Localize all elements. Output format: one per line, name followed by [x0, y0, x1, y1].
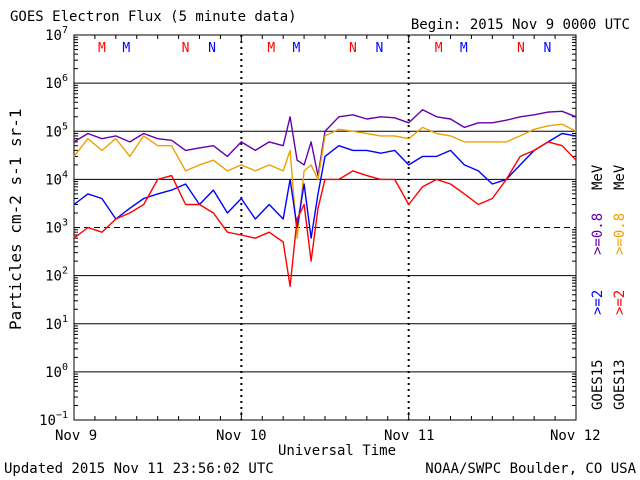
legend-unit: MeV	[590, 164, 606, 190]
y-tick-label: 106	[45, 73, 68, 92]
legend-goes13: GOES13	[612, 359, 628, 410]
y-tick-label: 100	[45, 362, 68, 381]
legend-goes13-ge2: >=2	[612, 289, 628, 315]
x-tick-label: Nov 12	[550, 428, 601, 444]
position-marker: M	[267, 41, 275, 56]
y-tick-label: 107	[45, 25, 68, 44]
begin-time: Begin: 2015 Nov 9 0000 UTC	[410, 17, 630, 33]
x-tick-label: Nov 9	[55, 428, 98, 444]
position-marker: N	[543, 41, 551, 56]
legend-goes13-ge08: >=0.8	[612, 212, 628, 255]
y-axis-label: Particles cm-2 s-1 sr-1	[6, 108, 25, 330]
legend-goes15-ge08: >=0.8	[590, 212, 606, 255]
credit: NOAA/SWPC Boulder, CO USA	[425, 461, 636, 477]
series-line-2	[73, 132, 577, 239]
series-line-1	[73, 123, 577, 239]
legend-goes15-ge2: >=2	[590, 289, 606, 315]
position-marker: M	[435, 41, 443, 56]
y-tick-label: 10−1	[39, 410, 68, 429]
series-line-0	[73, 109, 577, 177]
position-marker: N	[182, 41, 190, 56]
chart-title: GOES Electron Flux (5 minute data)	[10, 9, 297, 25]
position-marker: N	[208, 41, 216, 56]
x-tick-label: Nov 11	[384, 428, 435, 444]
y-tick-label: 103	[45, 218, 68, 237]
updated-timestamp: Updated 2015 Nov 11 23:56:02 UTC	[4, 461, 274, 477]
y-tick-label: 105	[45, 121, 68, 140]
legend-unit: MeV	[612, 164, 628, 190]
legend-goes15: GOES15	[590, 359, 606, 410]
x-tick-label: Nov 10	[216, 428, 267, 444]
position-marker: N	[517, 41, 525, 56]
position-marker: M	[460, 41, 468, 56]
y-tick-label: 104	[45, 169, 68, 188]
series-line-3	[73, 141, 577, 287]
x-axis-label: Universal Time	[278, 443, 397, 459]
position-marker: M	[292, 41, 300, 56]
position-marker: M	[122, 41, 130, 56]
position-marker: M	[98, 41, 106, 56]
y-tick-label: 101	[45, 314, 68, 333]
position-marker: N	[349, 41, 357, 56]
position-marker: N	[375, 41, 383, 56]
y-tick-label: 102	[45, 266, 68, 285]
